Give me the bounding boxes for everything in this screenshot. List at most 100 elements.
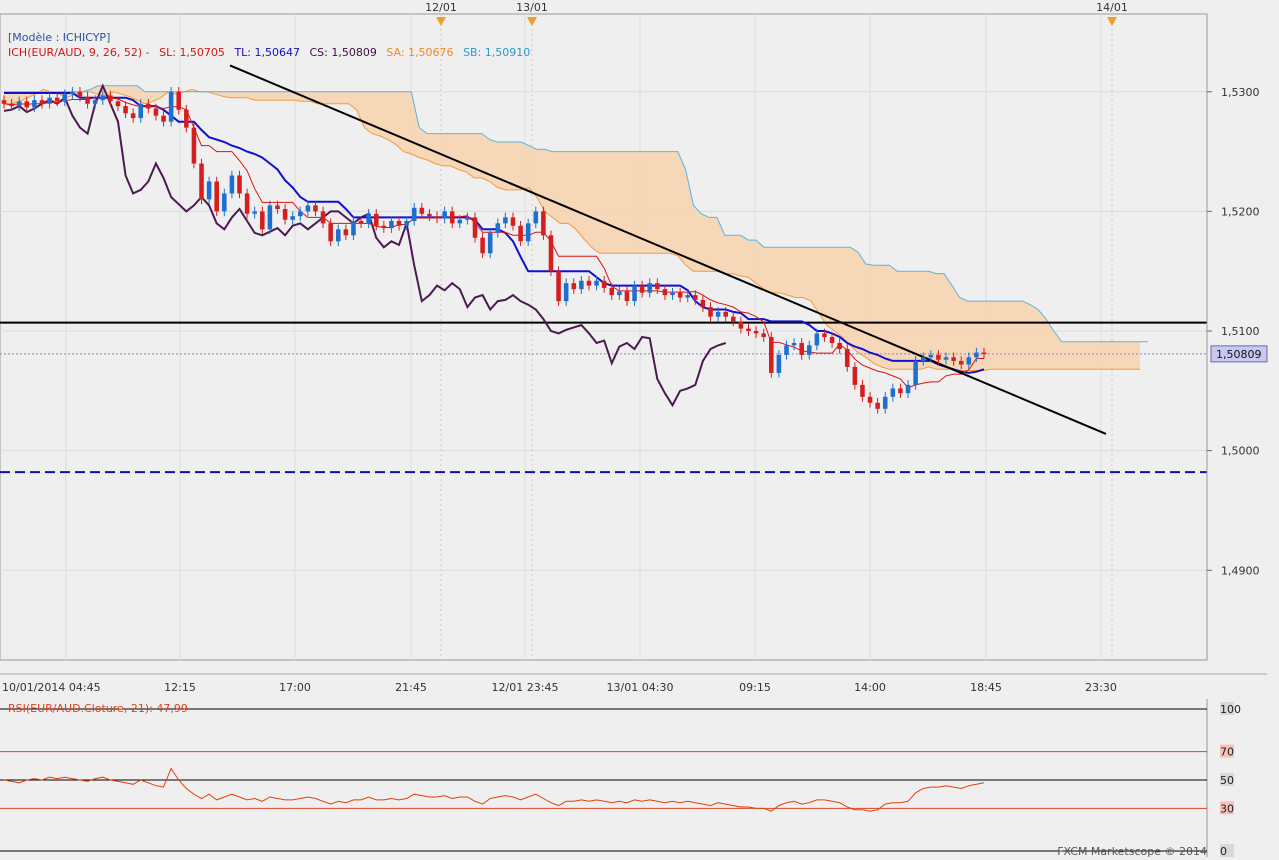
candle [92, 95, 98, 109]
candle [746, 323, 751, 336]
candle-body [16, 101, 22, 107]
candle [411, 203, 417, 226]
candle-body [920, 357, 926, 361]
rsi-tick-label: 30 [1220, 802, 1234, 815]
candle-body [199, 163, 204, 200]
rsi-line [3, 767, 985, 812]
time-tick-label: 09:15 [739, 681, 771, 694]
candle-body [214, 181, 219, 212]
candle [70, 86, 75, 99]
candle [867, 392, 873, 408]
candle [799, 338, 804, 360]
candle [632, 280, 637, 306]
trendline [229, 64, 1107, 435]
candle [1, 95, 7, 109]
candle-body [617, 291, 622, 296]
candle-body [533, 211, 539, 224]
candle [677, 287, 683, 303]
price-tick-label: 1,5100 [1221, 325, 1260, 338]
candle-body [639, 285, 645, 293]
price-tick-label: 1,5000 [1221, 445, 1260, 458]
candle [153, 103, 159, 121]
candle-body [776, 354, 782, 373]
candle [290, 211, 295, 225]
indicator-lines [0, 64, 1207, 474]
candle-body [579, 280, 584, 290]
candle-body [852, 366, 858, 385]
candle-body [837, 342, 842, 349]
candle-body [335, 229, 341, 242]
candle [624, 286, 630, 306]
candle-body [890, 388, 896, 397]
candle-body [875, 402, 880, 409]
candle-body [799, 342, 804, 355]
candle [381, 220, 387, 233]
candle-body [480, 237, 485, 254]
time-tick-label: 12/01 23:45 [492, 681, 559, 694]
candle-body [138, 103, 144, 119]
candle-body [70, 91, 75, 95]
candle [222, 188, 227, 217]
time-tick-label: 21:45 [395, 681, 427, 694]
candle-body [769, 337, 774, 373]
date-marker-triangle [1107, 17, 1117, 26]
candle [282, 204, 288, 225]
candle-body [252, 211, 257, 214]
candle-body [943, 357, 949, 360]
candle [662, 284, 668, 300]
candle [108, 90, 113, 107]
candle-body [161, 115, 166, 122]
candle-body [495, 223, 501, 233]
candle [548, 230, 554, 276]
candle [85, 91, 90, 109]
candle-body [206, 181, 212, 200]
chikou-line [3, 83, 727, 408]
candle [806, 340, 812, 360]
candle-body [282, 208, 288, 220]
candle [39, 95, 45, 109]
candle [890, 383, 896, 402]
time-tick-label: 10/01/2014 04:45 [2, 681, 101, 694]
candle [731, 311, 736, 327]
candle-body [556, 271, 561, 302]
candle-body [541, 211, 546, 236]
candle [115, 96, 121, 111]
candle [837, 338, 842, 354]
rsi-tick-bg [1220, 702, 1234, 715]
candle [267, 200, 273, 235]
candle [442, 206, 447, 224]
candle-body [366, 213, 371, 224]
candle [480, 232, 485, 259]
candle-body [184, 109, 189, 128]
candle-body [108, 95, 113, 102]
senkou-b-line [4, 85, 1148, 343]
candle [852, 362, 858, 390]
candle-body [601, 280, 607, 288]
candle-body [47, 97, 52, 104]
candle-body [168, 91, 174, 122]
candle [723, 307, 728, 322]
candle-body [176, 91, 182, 110]
candle-body [624, 291, 630, 302]
candle [533, 206, 539, 229]
rsi-label: RSI(EUR/AUD.Cloture, 21): 47,99 [8, 702, 188, 715]
candle [571, 278, 577, 294]
candle-body [290, 216, 295, 220]
candle-body [343, 229, 349, 236]
candle-body [647, 283, 653, 293]
date-marker-label: 13/01 [516, 1, 548, 14]
candle [898, 383, 903, 399]
candle [237, 170, 242, 199]
candle-body [305, 205, 311, 212]
candle [47, 92, 52, 109]
candle-body [882, 396, 888, 409]
candle [943, 352, 949, 365]
candle-body [146, 103, 151, 109]
sl-value: SL: 1,50705 [159, 46, 225, 59]
candle [176, 86, 182, 115]
date-marker-label: 14/01 [1096, 1, 1128, 14]
candle [495, 218, 501, 238]
tenkan-line [3, 97, 984, 389]
candle-body [77, 91, 83, 97]
